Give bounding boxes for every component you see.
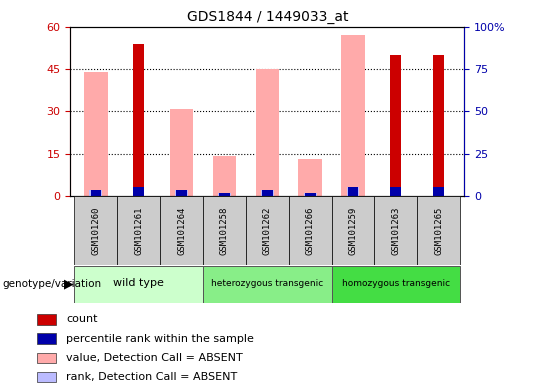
Bar — [219, 193, 230, 196]
Bar — [176, 190, 187, 196]
Bar — [90, 190, 103, 196]
Bar — [37, 333, 56, 344]
Text: rank, Detection Call = ABSENT: rank, Detection Call = ABSENT — [66, 372, 237, 382]
Bar — [213, 156, 236, 196]
Text: count: count — [66, 314, 97, 324]
Bar — [75, 266, 203, 303]
Text: percentile rank within the sample: percentile rank within the sample — [66, 334, 254, 344]
Bar — [246, 196, 289, 265]
Bar — [332, 196, 374, 265]
Bar — [117, 196, 160, 265]
Bar — [390, 187, 401, 196]
Bar — [75, 196, 117, 265]
Bar — [332, 266, 460, 303]
Bar — [390, 55, 401, 196]
Bar — [347, 187, 360, 196]
Bar — [433, 55, 444, 196]
Bar — [433, 187, 444, 196]
Text: heterozygous transgenic: heterozygous transgenic — [211, 279, 323, 288]
Bar — [341, 35, 365, 196]
Bar — [37, 353, 56, 363]
Text: GSM101261: GSM101261 — [134, 206, 143, 255]
Bar — [37, 314, 56, 325]
Text: homozygous transgenic: homozygous transgenic — [342, 279, 450, 288]
Text: GSM101262: GSM101262 — [263, 206, 272, 255]
Title: GDS1844 / 1449033_at: GDS1844 / 1449033_at — [186, 10, 348, 25]
Bar — [175, 190, 188, 196]
Text: wild type: wild type — [113, 278, 164, 288]
Bar — [218, 193, 231, 196]
Text: value, Detection Call = ABSENT: value, Detection Call = ABSENT — [66, 353, 242, 363]
Text: GSM101263: GSM101263 — [392, 206, 400, 255]
Bar — [84, 72, 107, 196]
Bar — [203, 196, 246, 265]
Bar — [91, 190, 102, 196]
Bar — [303, 193, 316, 196]
Text: GSM101266: GSM101266 — [306, 206, 315, 255]
Bar — [374, 196, 417, 265]
Text: GSM101264: GSM101264 — [177, 206, 186, 255]
Bar — [160, 196, 203, 265]
Text: ▶: ▶ — [64, 278, 73, 291]
Text: GSM101259: GSM101259 — [348, 206, 357, 255]
Bar — [37, 372, 56, 382]
Bar — [262, 190, 273, 196]
Bar — [255, 69, 279, 196]
Text: genotype/variation: genotype/variation — [3, 279, 102, 289]
Bar — [203, 266, 332, 303]
Text: GSM101260: GSM101260 — [91, 206, 100, 255]
Bar — [299, 159, 322, 196]
Bar — [133, 187, 144, 196]
Bar — [289, 196, 332, 265]
Bar — [261, 190, 274, 196]
Bar — [170, 109, 193, 196]
Bar — [133, 44, 144, 196]
Bar — [305, 193, 315, 196]
Text: GSM101265: GSM101265 — [434, 206, 443, 255]
Bar — [417, 196, 460, 265]
Bar — [348, 187, 359, 196]
Text: GSM101258: GSM101258 — [220, 206, 229, 255]
